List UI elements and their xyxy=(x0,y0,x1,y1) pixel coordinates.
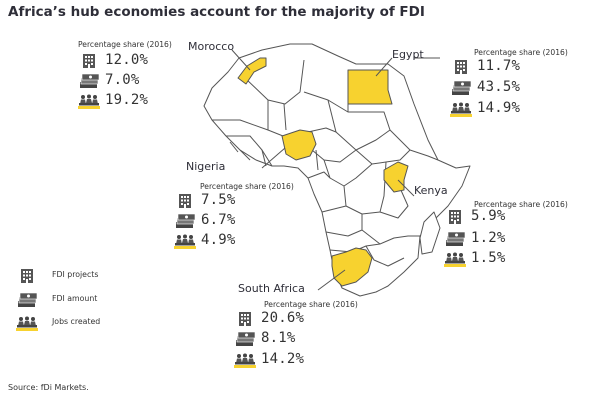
value: 14.9% xyxy=(477,100,521,116)
legend-label: FDI amount xyxy=(52,294,98,303)
value: 4.9% xyxy=(201,232,236,248)
egypt-leader xyxy=(375,57,393,77)
money-icon xyxy=(234,331,256,347)
money-icon xyxy=(174,213,196,229)
value: 19.2% xyxy=(105,92,149,108)
workers-icon xyxy=(450,101,472,117)
value: 5.9% xyxy=(471,208,506,224)
value: 43.5% xyxy=(477,79,521,95)
country-label-south-africa: South Africa xyxy=(238,282,305,295)
building-icon xyxy=(16,268,38,284)
value: 8.1% xyxy=(261,330,296,346)
money-icon xyxy=(444,231,466,247)
workers-icon xyxy=(16,315,38,331)
workers-icon xyxy=(78,93,100,109)
value: 11.7% xyxy=(477,58,521,74)
share-label-nigeria: Percentage share (2016) xyxy=(200,182,294,191)
workers-icon xyxy=(174,233,196,249)
building-icon xyxy=(444,209,466,225)
share-label-kenya: Percentage share (2016) xyxy=(474,200,568,209)
morocco-shape xyxy=(237,57,267,85)
chart-title: Africa’s hub economies account for the m… xyxy=(8,4,425,20)
egypt-shape xyxy=(347,69,393,105)
building-icon xyxy=(450,59,472,75)
building-icon xyxy=(78,53,100,69)
country-label-nigeria: Nigeria xyxy=(186,160,226,173)
value: 1.5% xyxy=(471,250,506,266)
workers-icon xyxy=(234,352,256,368)
value: 7.0% xyxy=(105,72,140,88)
nigeria-shape xyxy=(281,129,317,161)
share-label-south-africa: Percentage share (2016) xyxy=(264,300,358,309)
south-africa-leader xyxy=(317,269,346,291)
value: 6.7% xyxy=(201,212,236,228)
value: 12.0% xyxy=(105,52,149,68)
morocco-leader xyxy=(231,49,251,71)
south-africa-shape xyxy=(331,247,373,287)
legend-label: FDI projects xyxy=(52,270,99,279)
value: 20.6% xyxy=(261,310,305,326)
kenya-leader xyxy=(397,179,415,197)
country-label-kenya: Kenya xyxy=(414,184,448,197)
country-label-morocco: Morocco xyxy=(188,40,235,53)
madagascar xyxy=(419,211,441,255)
nigeria-leader xyxy=(261,147,286,169)
money-icon xyxy=(78,73,100,89)
workers-icon xyxy=(444,251,466,267)
money-icon xyxy=(450,80,472,96)
legend-label: Jobs created xyxy=(52,317,101,326)
africa-outline xyxy=(203,43,471,297)
share-label-egypt: Percentage share (2016) xyxy=(474,48,568,57)
country-label-egypt: Egypt xyxy=(392,48,424,61)
money-icon xyxy=(16,292,38,308)
source-note: Source: fDi Markets. xyxy=(8,383,89,392)
value: 1.2% xyxy=(471,230,506,246)
building-icon xyxy=(234,311,256,327)
value: 14.2% xyxy=(261,351,305,367)
share-label-morocco: Percentage share (2016) xyxy=(78,40,172,49)
building-icon xyxy=(174,193,196,209)
value: 7.5% xyxy=(201,192,236,208)
